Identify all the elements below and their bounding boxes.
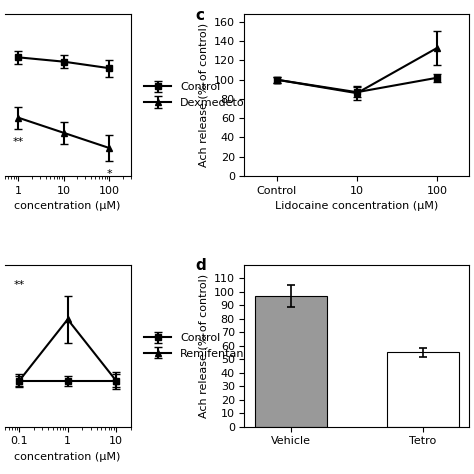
Y-axis label: Ach release (% of control): Ach release (% of control): [198, 273, 208, 418]
Text: c: c: [195, 8, 204, 23]
X-axis label: concentration (μM): concentration (μM): [15, 201, 121, 211]
X-axis label: Lidocaine concentration (μM): Lidocaine concentration (μM): [275, 201, 438, 211]
Text: d: d: [195, 258, 206, 273]
Legend: Control, Dexmedetomidine: Control, Dexmedetomidine: [144, 82, 283, 108]
Text: **: **: [14, 281, 25, 291]
X-axis label: concentration (μM): concentration (μM): [15, 452, 121, 462]
Legend: Control, Remifentanil: Control, Remifentanil: [144, 333, 251, 358]
Bar: [255, 296, 327, 427]
Y-axis label: Ach release (% of control): Ach release (% of control): [198, 23, 208, 167]
Text: **: **: [13, 137, 24, 147]
Text: *: *: [106, 170, 112, 180]
Bar: [386, 353, 459, 427]
